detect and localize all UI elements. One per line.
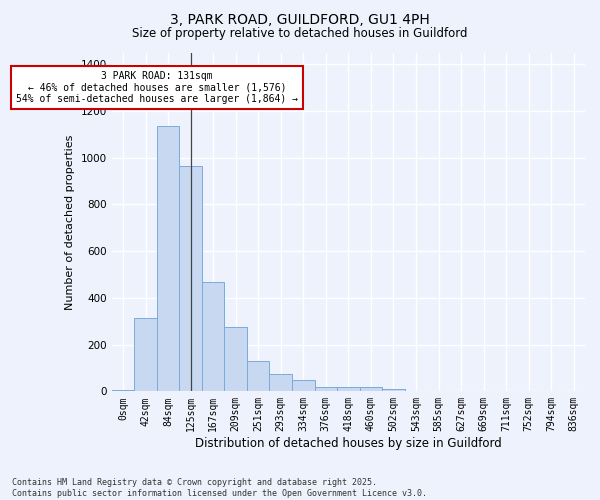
Bar [134, 318, 157, 392]
Text: 3 PARK ROAD: 131sqm
← 46% of detached houses are smaller (1,576)
54% of semi-det: 3 PARK ROAD: 131sqm ← 46% of detached ho… [16, 71, 298, 104]
Bar [157, 126, 179, 392]
Bar [269, 374, 292, 392]
Bar [202, 282, 224, 392]
Text: Size of property relative to detached houses in Guildford: Size of property relative to detached ho… [132, 28, 468, 40]
Bar [247, 361, 269, 392]
Bar [224, 327, 247, 392]
Bar [112, 390, 134, 392]
Y-axis label: Number of detached properties: Number of detached properties [65, 134, 75, 310]
Bar [292, 380, 314, 392]
Bar [314, 386, 337, 392]
Text: 3, PARK ROAD, GUILDFORD, GU1 4PH: 3, PARK ROAD, GUILDFORD, GU1 4PH [170, 12, 430, 26]
Bar [359, 386, 382, 392]
X-axis label: Distribution of detached houses by size in Guildford: Distribution of detached houses by size … [195, 437, 502, 450]
Bar [179, 166, 202, 392]
Bar [382, 388, 405, 392]
Bar [337, 386, 359, 392]
Text: Contains HM Land Registry data © Crown copyright and database right 2025.
Contai: Contains HM Land Registry data © Crown c… [12, 478, 427, 498]
